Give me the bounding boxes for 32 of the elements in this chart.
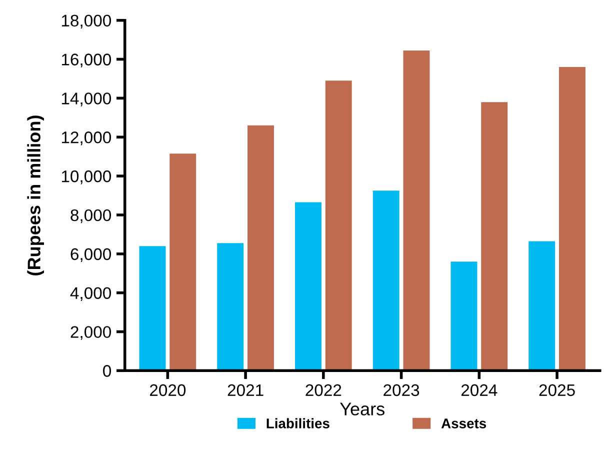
legend-label: Assets xyxy=(441,418,486,428)
y-tick-label: 0 xyxy=(103,365,111,377)
x-tick-label: 2021 xyxy=(228,384,264,396)
bar xyxy=(217,243,244,371)
y-tick-label: 4,000 xyxy=(70,287,112,301)
bar xyxy=(558,67,586,371)
y-tick-label: 2,000 xyxy=(70,326,112,340)
y-tick-label: 8,000 xyxy=(70,209,112,224)
bar xyxy=(325,80,352,371)
y-tick-label: 14,000 xyxy=(62,92,112,106)
bar xyxy=(450,262,478,371)
bar xyxy=(139,246,166,371)
y-tick-label: 6,000 xyxy=(70,248,112,262)
y-tick-label: 16,000 xyxy=(62,54,112,68)
x-tick-label: 2022 xyxy=(306,384,342,396)
y-axis-title: (Rupees in million) xyxy=(27,116,44,276)
x-axis-title: Years xyxy=(340,402,384,416)
x-tick-label: 2020 xyxy=(150,384,186,396)
bar xyxy=(247,125,274,371)
bar xyxy=(170,154,196,371)
bar xyxy=(403,50,430,371)
bar xyxy=(481,102,508,371)
x-tick-label: 2023 xyxy=(384,384,420,396)
bar xyxy=(528,241,556,371)
bar xyxy=(372,190,400,371)
y-tick-label: 12,000 xyxy=(62,132,112,146)
legend-label: Liabilities xyxy=(266,418,330,428)
bar xyxy=(294,202,322,371)
y-tick-label: 10,000 xyxy=(62,170,112,184)
x-tick-label: 2025 xyxy=(539,384,575,396)
y-tick-label: 18,000 xyxy=(62,14,112,29)
x-tick-label: 2024 xyxy=(461,384,498,396)
